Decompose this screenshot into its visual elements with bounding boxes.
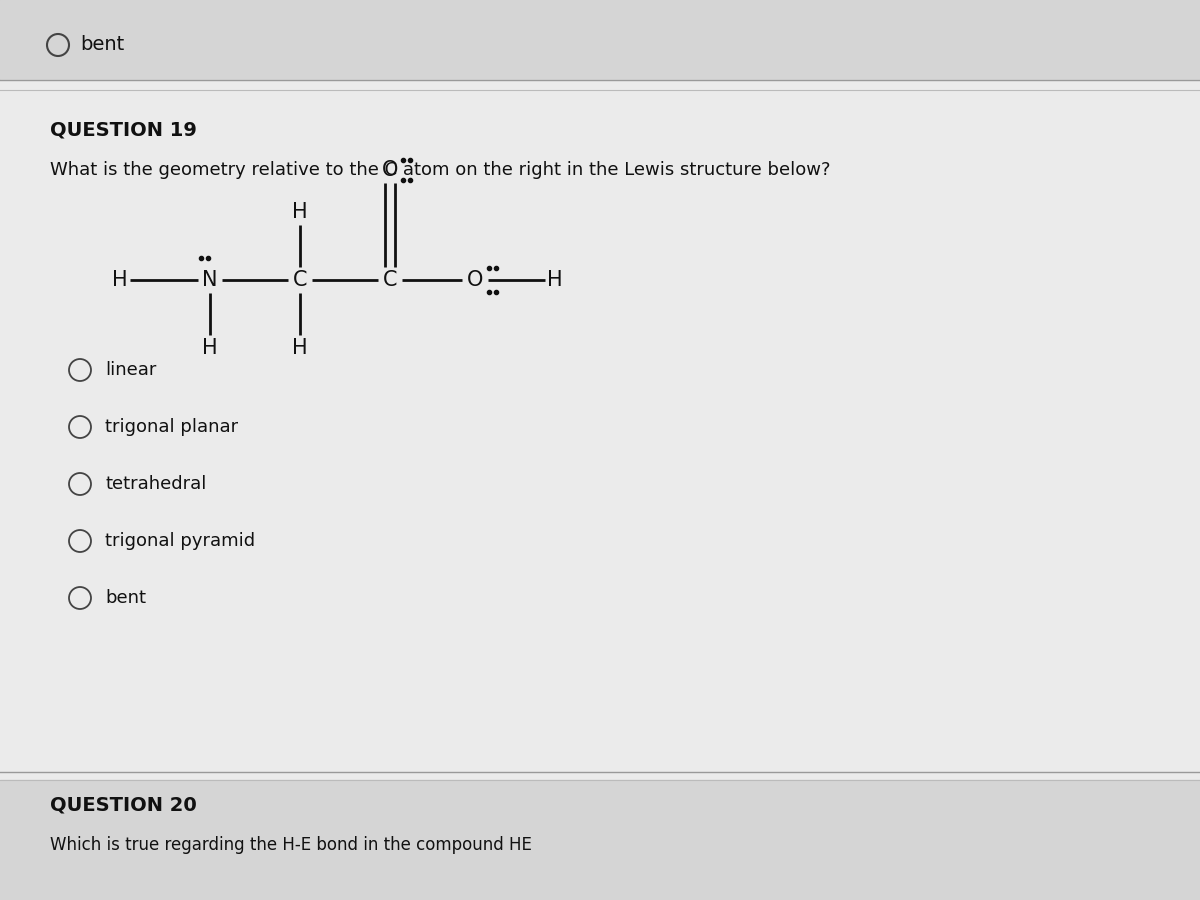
Text: C: C	[383, 270, 397, 290]
Text: tetrahedral: tetrahedral	[106, 475, 206, 493]
Text: bent: bent	[106, 589, 146, 607]
Bar	[0, 80, 1200, 780]
Text: N: N	[203, 270, 217, 290]
Text: H: H	[292, 202, 308, 222]
Bar	[0, 780, 1200, 900]
Text: What is the geometry relative to the C atom on the right in the Lewis structure : What is the geometry relative to the C a…	[50, 161, 830, 179]
Text: trigonal planar: trigonal planar	[106, 418, 238, 436]
Text: O: O	[467, 270, 484, 290]
Text: H: H	[292, 338, 308, 358]
Text: O: O	[382, 160, 398, 180]
Text: H: H	[112, 270, 128, 290]
Text: bent: bent	[80, 35, 125, 55]
Text: Which is true regarding the H-E bond in the compound HE: Which is true regarding the H-E bond in …	[50, 836, 532, 854]
Text: H: H	[547, 270, 563, 290]
Text: QUESTION 20: QUESTION 20	[50, 796, 197, 814]
Text: C: C	[293, 270, 307, 290]
Text: linear: linear	[106, 361, 156, 379]
Text: H: H	[202, 338, 218, 358]
Text: QUESTION 19: QUESTION 19	[50, 121, 197, 140]
Bar	[0, 0, 1200, 80]
Text: trigonal pyramid: trigonal pyramid	[106, 532, 256, 550]
